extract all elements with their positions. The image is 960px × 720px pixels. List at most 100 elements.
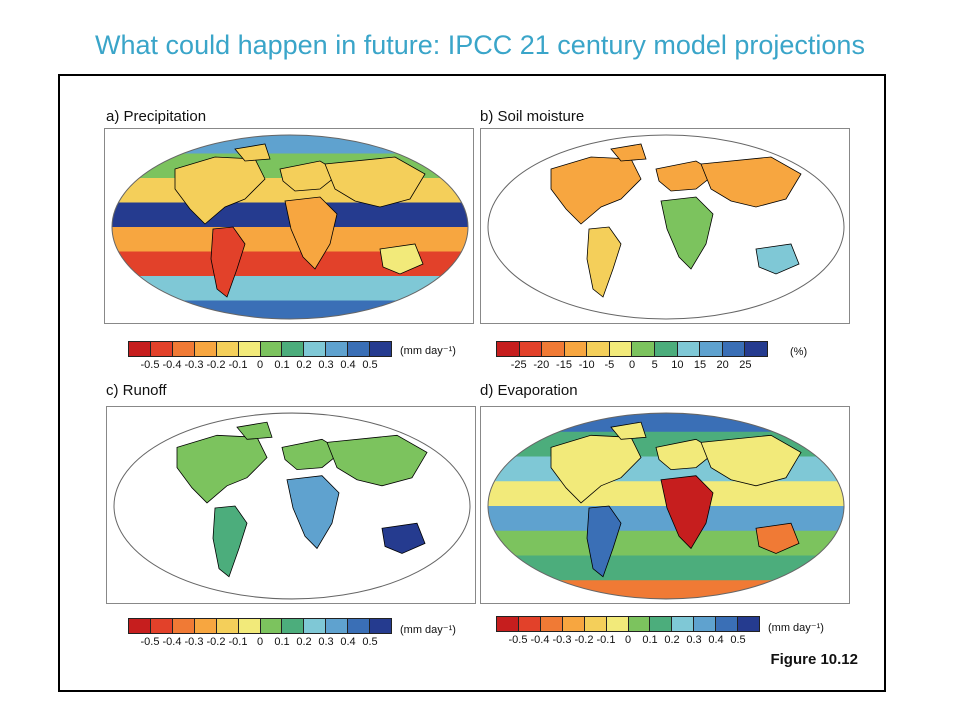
precipitation-units: (mm day⁻¹) bbox=[400, 345, 456, 357]
colorbar-tick-label: 5 bbox=[651, 359, 658, 371]
colorbar-swatch bbox=[238, 342, 261, 356]
colorbar-tick-label: -0.1 bbox=[596, 634, 616, 646]
slide-title: What could happen in future: IPCC 21 cen… bbox=[95, 30, 865, 60]
precipitation-colorbar bbox=[128, 341, 392, 357]
colorbar-swatch bbox=[587, 342, 610, 356]
evaporation-map bbox=[480, 406, 850, 604]
precipitation-colorbar-ticks: -0.5 -0.4 -0.3 -0.2 -0.1 0 0.1 0.2 0.3 0.4 0.5 bbox=[128, 359, 392, 373]
colorbar-swatch bbox=[497, 342, 520, 356]
colorbar-swatch bbox=[194, 619, 217, 633]
colorbar-swatch bbox=[370, 342, 392, 356]
colorbar-swatch bbox=[606, 617, 629, 631]
colorbar-swatch bbox=[348, 619, 371, 633]
colorbar-swatch bbox=[194, 342, 217, 356]
soil-moisture-units: (%) bbox=[790, 346, 808, 358]
colorbar-swatch bbox=[738, 617, 760, 631]
colorbar-tick-label: 0.3 bbox=[686, 634, 702, 646]
colorbar-swatch bbox=[518, 617, 541, 631]
colorbar-swatch bbox=[540, 617, 563, 631]
colorbar-swatch bbox=[497, 617, 519, 631]
colorbar-swatch bbox=[564, 342, 588, 356]
colorbar-swatch bbox=[519, 342, 543, 356]
panel-d-title: d) Evaporation bbox=[480, 382, 578, 399]
colorbar-swatch bbox=[745, 342, 767, 356]
colorbar-tick-label: -0.2 bbox=[574, 634, 594, 646]
colorbar-tick-label: 0 bbox=[624, 634, 632, 646]
runoff-map bbox=[106, 406, 476, 604]
colorbar-tick-label: 0.5 bbox=[362, 359, 378, 371]
colorbar-swatch bbox=[628, 617, 651, 631]
colorbar-tick-label: 0.3 bbox=[318, 636, 334, 648]
colorbar-tick-label: -0.2 bbox=[206, 359, 226, 371]
colorbar-tick-label: -0.3 bbox=[184, 636, 204, 648]
colorbar-tick-label: 20 bbox=[716, 359, 729, 371]
colorbar-tick-label: -0.5 bbox=[140, 359, 160, 371]
colorbar-swatch bbox=[172, 342, 195, 356]
colorbar-swatch bbox=[650, 617, 673, 631]
colorbar-swatch bbox=[260, 342, 283, 356]
colorbar-tick-label: 25 bbox=[739, 359, 752, 371]
colorbar-tick-label: 0.2 bbox=[664, 634, 680, 646]
colorbar-tick-label: 0.2 bbox=[296, 636, 312, 648]
colorbar-tick-label: -5 bbox=[604, 359, 615, 371]
colorbar-tick-label: 0.1 bbox=[274, 636, 290, 648]
colorbar-swatch bbox=[609, 342, 633, 356]
colorbar-tick-label: -0.5 bbox=[140, 636, 160, 648]
colorbar-swatch bbox=[562, 617, 585, 631]
colorbar-tick-label: 0 bbox=[256, 636, 264, 648]
colorbar-tick-label: 10 bbox=[671, 359, 684, 371]
colorbar-swatch bbox=[129, 619, 151, 633]
colorbar-swatch bbox=[326, 619, 349, 633]
evaporation-colorbar bbox=[496, 616, 760, 632]
colorbar-tick-label: -10 bbox=[578, 359, 595, 371]
colorbar-tick-label: 0.5 bbox=[730, 634, 746, 646]
soil-moisture-map bbox=[480, 128, 850, 324]
colorbar-swatch bbox=[677, 342, 701, 356]
colorbar-tick-label: 0.1 bbox=[642, 634, 658, 646]
colorbar-swatch bbox=[282, 619, 305, 633]
colorbar-tick-label: 0.3 bbox=[318, 359, 334, 371]
runoff-colorbar-ticks: -0.5 -0.4 -0.3 -0.2 -0.1 0 0.1 0.2 0.3 0.4 0.5 bbox=[128, 636, 392, 650]
colorbar-swatch bbox=[584, 617, 607, 631]
colorbar-tick-label: -0.4 bbox=[530, 634, 550, 646]
colorbar-tick-label: -0.4 bbox=[162, 359, 182, 371]
colorbar-swatch bbox=[282, 342, 305, 356]
colorbar-tick-label: 15 bbox=[693, 359, 707, 371]
soil-moisture-colorbar bbox=[496, 341, 768, 357]
colorbar-tick-label: -0.3 bbox=[552, 634, 572, 646]
colorbar-swatch bbox=[632, 342, 656, 356]
soil-moisture-colorbar-ticks: -25 -20 -15 -10 -5 0 5 10 15 20 25 bbox=[496, 359, 768, 373]
colorbar-tick-label: -0.4 bbox=[162, 636, 182, 648]
colorbar-swatch bbox=[172, 619, 195, 633]
evaporation-colorbar-ticks: -0.5 -0.4 -0.3 -0.2 -0.1 0 0.1 0.2 0.3 0.4 0.5 bbox=[496, 634, 760, 648]
colorbar-swatch bbox=[542, 342, 565, 356]
colorbar-swatch bbox=[150, 619, 173, 633]
evaporation-units: (mm day⁻¹) bbox=[768, 622, 824, 634]
colorbar-tick-label: 0.1 bbox=[274, 359, 290, 371]
colorbar-tick-label: 0 bbox=[628, 359, 636, 371]
colorbar-swatch bbox=[326, 342, 349, 356]
colorbar-swatch bbox=[694, 617, 717, 631]
colorbar-swatch bbox=[370, 619, 392, 633]
panel-b-title: b) Soil moisture bbox=[480, 108, 585, 125]
colorbar-swatch bbox=[216, 342, 239, 356]
colorbar-tick-label: -0.5 bbox=[508, 634, 528, 646]
colorbar-tick-label: 0.4 bbox=[340, 636, 356, 648]
colorbar-swatch bbox=[260, 619, 283, 633]
colorbar-tick-label: 0.5 bbox=[362, 636, 378, 648]
figure-frame: a) Precipitation -0.5 -0.4 -0.3 -0.2 -0.1 0 0.… bbox=[58, 74, 886, 692]
colorbar-swatch bbox=[655, 342, 678, 356]
colorbar-swatch bbox=[304, 619, 327, 633]
panel-c-title: c) Runoff bbox=[106, 382, 167, 399]
colorbar-tick-label: -25 bbox=[510, 359, 527, 371]
colorbar-tick-label: -0.1 bbox=[228, 636, 248, 648]
colorbar-tick-label: 0 bbox=[256, 359, 264, 371]
colorbar-swatch bbox=[700, 342, 723, 356]
precipitation-map bbox=[104, 128, 474, 324]
colorbar-swatch bbox=[238, 619, 261, 633]
colorbar-tick-label: -20 bbox=[533, 359, 550, 371]
panel-a-title: a) Precipitation bbox=[106, 108, 207, 125]
runoff-units: (mm day⁻¹) bbox=[400, 624, 456, 636]
colorbar-swatch bbox=[216, 619, 239, 633]
colorbar-swatch bbox=[716, 617, 739, 631]
